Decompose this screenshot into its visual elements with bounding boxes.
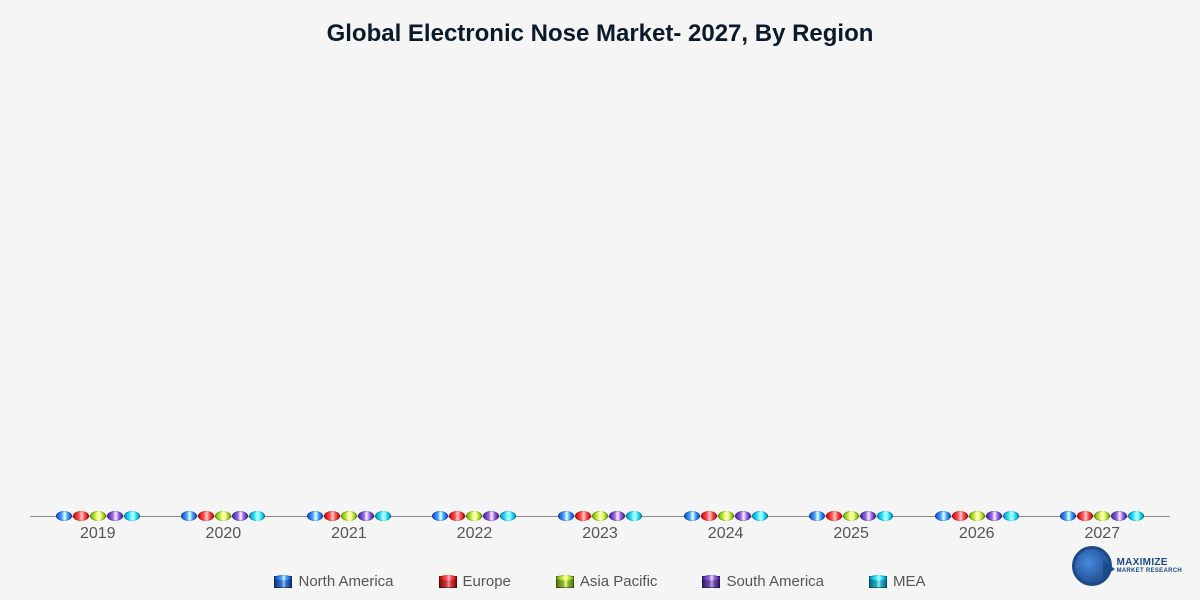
- year-group: [537, 514, 663, 516]
- bar: [986, 514, 1002, 516]
- year-group: [35, 514, 161, 516]
- bar: [575, 514, 591, 516]
- bar: [215, 514, 231, 516]
- legend-item: Europe: [439, 573, 511, 590]
- bar: [358, 514, 374, 516]
- legend-label: MEA: [893, 573, 926, 590]
- x-axis-label: 2021: [286, 525, 412, 543]
- bar: [249, 514, 265, 516]
- bar: [375, 514, 391, 516]
- bar: [449, 514, 465, 516]
- legend-item: MEA: [869, 573, 926, 590]
- bar: [500, 514, 516, 516]
- year-group: [412, 514, 538, 516]
- bar: [483, 514, 499, 516]
- legend-item: South America: [702, 573, 824, 590]
- legend-item: Asia Pacific: [556, 573, 658, 590]
- legend: North America Europe Asia Pacific South Ame…: [30, 573, 1170, 590]
- bar: [1003, 514, 1019, 516]
- x-axis-label: 2020: [161, 525, 287, 543]
- bar: [341, 514, 357, 516]
- bar: [860, 514, 876, 516]
- bar: [107, 514, 123, 516]
- bar: [1128, 514, 1144, 516]
- legend-swatch-icon: [556, 576, 574, 588]
- bar: [124, 514, 140, 516]
- bar: [198, 514, 214, 516]
- bar: [324, 514, 340, 516]
- chart-title: Global Electronic Nose Market- 2027, By …: [30, 20, 1170, 48]
- bar: [466, 514, 482, 516]
- year-group: [914, 514, 1040, 516]
- x-axis-label: 2024: [663, 525, 789, 543]
- bar: [1111, 514, 1127, 516]
- year-group: [161, 514, 287, 516]
- x-axis-label: 2025: [788, 525, 914, 543]
- bar: [232, 514, 248, 516]
- bar: [684, 514, 700, 516]
- legend-label: Asia Pacific: [580, 573, 658, 590]
- bar: [181, 514, 197, 516]
- bar: [73, 514, 89, 516]
- bar: [752, 514, 768, 516]
- bar: [718, 514, 734, 516]
- bar: [558, 514, 574, 516]
- legend-swatch-icon: [702, 576, 720, 588]
- bar: [952, 514, 968, 516]
- bar: [809, 514, 825, 516]
- bar: [1077, 514, 1093, 516]
- year-group: [788, 514, 914, 516]
- bar: [935, 514, 951, 516]
- x-axis-label: 2027: [1040, 525, 1166, 543]
- legend-label: South America: [726, 573, 824, 590]
- x-axis-label: 2023: [537, 525, 663, 543]
- legend-swatch-icon: [869, 576, 887, 588]
- bar: [1094, 514, 1110, 516]
- bar: [701, 514, 717, 516]
- legend-swatch-icon: [439, 576, 457, 588]
- logo-globe-icon: [1072, 546, 1112, 586]
- logo-text: MAXIMIZE MARKET RESEARCH: [1116, 558, 1182, 574]
- bar: [877, 514, 893, 516]
- bar: [592, 514, 608, 516]
- year-group: [663, 514, 789, 516]
- x-axis-label: 2026: [914, 525, 1040, 543]
- bar: [735, 514, 751, 516]
- bar: [609, 514, 625, 516]
- year-group: [286, 514, 412, 516]
- year-group: [1040, 514, 1166, 516]
- bar: [969, 514, 985, 516]
- bar: [90, 514, 106, 516]
- legend-item: North America: [274, 573, 393, 590]
- watermark-logo: MAXIMIZE MARKET RESEARCH: [1072, 546, 1182, 586]
- bar: [56, 514, 72, 516]
- chart-container: Global Electronic Nose Market- 2027, By …: [30, 20, 1170, 590]
- bar: [432, 514, 448, 516]
- logo-line2: MARKET RESEARCH: [1116, 568, 1182, 574]
- logo-line1: MAXIMIZE: [1116, 558, 1182, 568]
- bar: [626, 514, 642, 516]
- legend-label: North America: [298, 573, 393, 590]
- plot-area: [30, 68, 1170, 517]
- bar: [307, 514, 323, 516]
- x-axis: 201920202021202220232024202520262027: [30, 525, 1170, 543]
- bar: [843, 514, 859, 516]
- legend-label: Europe: [463, 573, 511, 590]
- legend-swatch-icon: [274, 576, 292, 588]
- bar: [826, 514, 842, 516]
- x-axis-label: 2019: [35, 525, 161, 543]
- x-axis-label: 2022: [412, 525, 538, 543]
- bar: [1060, 514, 1076, 516]
